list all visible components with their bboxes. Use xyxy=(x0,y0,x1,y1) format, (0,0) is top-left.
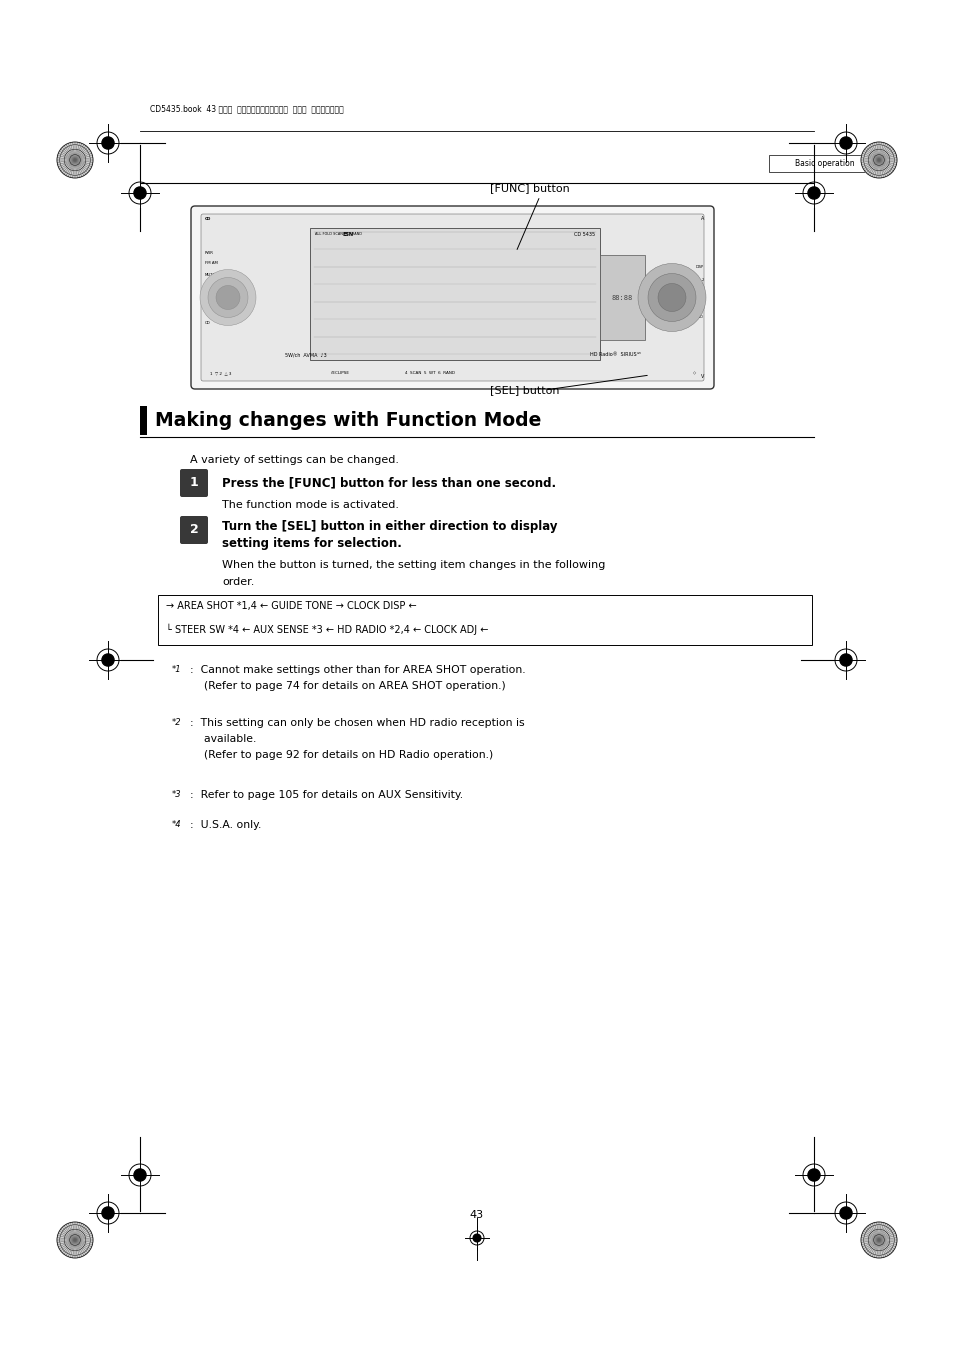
Text: HD Radio®  SIRIUS℠: HD Radio® SIRIUS℠ xyxy=(589,353,641,358)
Text: DISP: DISP xyxy=(695,266,703,269)
Text: When the button is turned, the setting item changes in the following: When the button is turned, the setting i… xyxy=(222,561,605,570)
Text: Press the [FUNC] button for less than one second.: Press the [FUNC] button for less than on… xyxy=(222,477,556,489)
Text: :  Cannot make settings other than for AREA SHOT operation.: : Cannot make settings other than for AR… xyxy=(190,665,525,676)
Circle shape xyxy=(215,285,240,309)
Circle shape xyxy=(208,277,248,317)
Circle shape xyxy=(102,654,114,666)
Text: 5W/ch  AVMA  ♪3: 5W/ch AVMA ♪3 xyxy=(285,353,327,358)
Text: *1: *1 xyxy=(172,665,181,674)
Bar xyxy=(158,594,811,644)
Circle shape xyxy=(133,186,146,199)
Text: V: V xyxy=(700,374,703,380)
Text: 1: 1 xyxy=(190,477,198,489)
Text: (Refer to page 74 for details on AREA SHOT operation.): (Refer to page 74 for details on AREA SH… xyxy=(190,681,505,690)
Text: :  Refer to page 105 for details on AUX Sensitivity.: : Refer to page 105 for details on AUX S… xyxy=(190,790,462,800)
Circle shape xyxy=(839,136,851,149)
Circle shape xyxy=(861,1223,896,1258)
Text: ESN: ESN xyxy=(342,232,354,236)
Circle shape xyxy=(861,142,896,178)
Text: The function mode is activated.: The function mode is activated. xyxy=(222,500,398,509)
Text: FM AM: FM AM xyxy=(205,261,217,265)
Text: SOUND: SOUND xyxy=(690,316,703,319)
FancyBboxPatch shape xyxy=(180,516,208,544)
Text: Making changes with Function Mode: Making changes with Function Mode xyxy=(154,411,540,430)
Circle shape xyxy=(133,1169,146,1181)
Text: CD: CD xyxy=(205,320,211,324)
FancyBboxPatch shape xyxy=(201,213,703,381)
Circle shape xyxy=(473,1235,480,1242)
Circle shape xyxy=(57,1223,92,1258)
Circle shape xyxy=(807,186,820,199)
Circle shape xyxy=(102,1206,114,1219)
Text: [SEL] button: [SEL] button xyxy=(490,385,558,394)
Text: 2
RTN: 2 RTN xyxy=(697,278,703,286)
Text: :  This setting can only be chosen when HD radio reception is: : This setting can only be chosen when H… xyxy=(190,717,524,728)
Text: A variety of settings can be changed.: A variety of settings can be changed. xyxy=(190,455,398,465)
Text: 2: 2 xyxy=(190,523,198,536)
Text: Turn the [SEL] button in either direction to display: Turn the [SEL] button in either directio… xyxy=(222,520,557,534)
Text: CD: CD xyxy=(205,218,212,222)
Text: AUX: AUX xyxy=(244,296,252,300)
Bar xyxy=(140,405,147,435)
Circle shape xyxy=(658,284,685,312)
Text: [FUNC] button: [FUNC] button xyxy=(490,182,569,193)
Circle shape xyxy=(57,142,92,178)
FancyBboxPatch shape xyxy=(180,469,208,497)
Text: *3: *3 xyxy=(172,790,181,798)
Circle shape xyxy=(807,1169,820,1181)
Text: A: A xyxy=(700,216,703,222)
Circle shape xyxy=(839,654,851,666)
Text: MUTE: MUTE xyxy=(205,273,216,277)
Text: CD5435.book  43 ページ  ２００４年１２月１１日  土曜日  午後５時２９分: CD5435.book 43 ページ ２００４年１２月１１日 土曜日 午後５時２… xyxy=(150,104,343,113)
Text: available.: available. xyxy=(190,734,256,744)
Bar xyxy=(768,155,879,172)
Text: CD 5435: CD 5435 xyxy=(574,232,595,236)
Text: setting items for selection.: setting items for selection. xyxy=(222,536,401,550)
Text: Basic operation: Basic operation xyxy=(794,159,854,168)
Text: └ STEER SW *4 ← AUX SENSE *3 ← HD RADIO *2,4 ← CLOCK ADJ ←: └ STEER SW *4 ← AUX SENSE *3 ← HD RADIO … xyxy=(166,624,488,635)
Text: (Refer to page 92 for details on HD Radio operation.): (Refer to page 92 for details on HD Radi… xyxy=(190,750,493,761)
Text: 1  ▽ 2  △ 3: 1 ▽ 2 △ 3 xyxy=(210,372,232,376)
Text: VOL: VOL xyxy=(224,316,232,319)
Text: *2: *2 xyxy=(172,717,181,727)
Text: order.: order. xyxy=(222,577,254,586)
Text: *4: *4 xyxy=(172,820,181,830)
Text: /ECLIPSE: /ECLIPSE xyxy=(331,372,349,376)
Text: 43: 43 xyxy=(470,1210,483,1220)
Text: PWR: PWR xyxy=(205,250,213,254)
Circle shape xyxy=(638,263,705,331)
FancyBboxPatch shape xyxy=(191,205,713,389)
Text: :  U.S.A. only.: : U.S.A. only. xyxy=(190,820,261,830)
Text: 4  SCAN  5  WT  6  RAND: 4 SCAN 5 WT 6 RAND xyxy=(405,372,455,376)
Circle shape xyxy=(102,136,114,149)
Text: DISC: DISC xyxy=(205,288,214,292)
Text: ALL FOLD SCAN RPT RAND: ALL FOLD SCAN RPT RAND xyxy=(314,232,361,236)
Text: 88:88: 88:88 xyxy=(611,295,633,300)
Bar xyxy=(599,255,644,340)
Circle shape xyxy=(839,1206,851,1219)
Text: ◇: ◇ xyxy=(693,372,696,376)
Bar xyxy=(310,228,599,359)
Text: → AREA SHOT *1,4 ← GUIDE TONE → CLOCK DISP ←: → AREA SHOT *1,4 ← GUIDE TONE → CLOCK DI… xyxy=(166,601,416,611)
Circle shape xyxy=(200,269,255,326)
Circle shape xyxy=(647,273,696,322)
